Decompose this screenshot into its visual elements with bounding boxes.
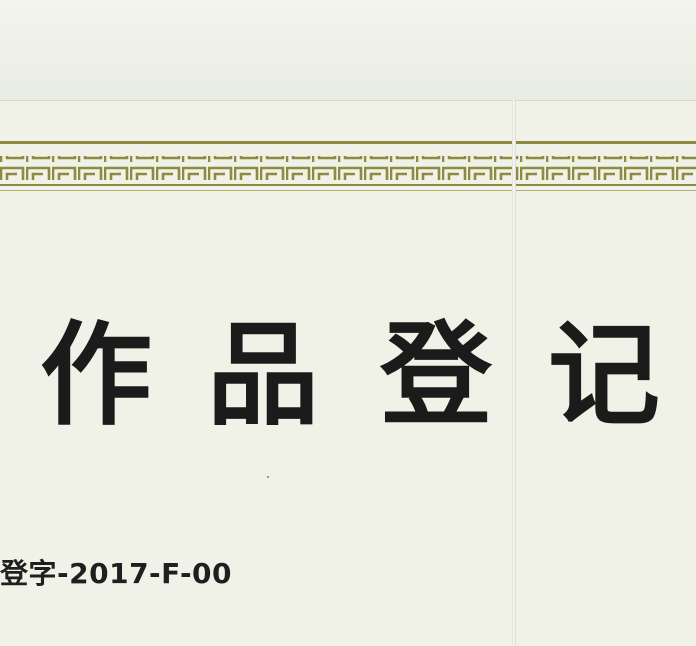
title-char-2: 品 xyxy=(207,311,319,441)
paper-speck xyxy=(267,476,269,478)
decorative-border xyxy=(0,141,696,195)
title-char-4: 记 xyxy=(548,311,660,441)
registration-number: 登字-2017-F-00 xyxy=(0,557,233,590)
fold-crease xyxy=(512,100,516,645)
page-background-top xyxy=(0,0,696,104)
greek-key-border-icon xyxy=(0,141,696,191)
title-char-3: 登 xyxy=(380,311,492,441)
title-char-1: 作 xyxy=(40,311,152,441)
